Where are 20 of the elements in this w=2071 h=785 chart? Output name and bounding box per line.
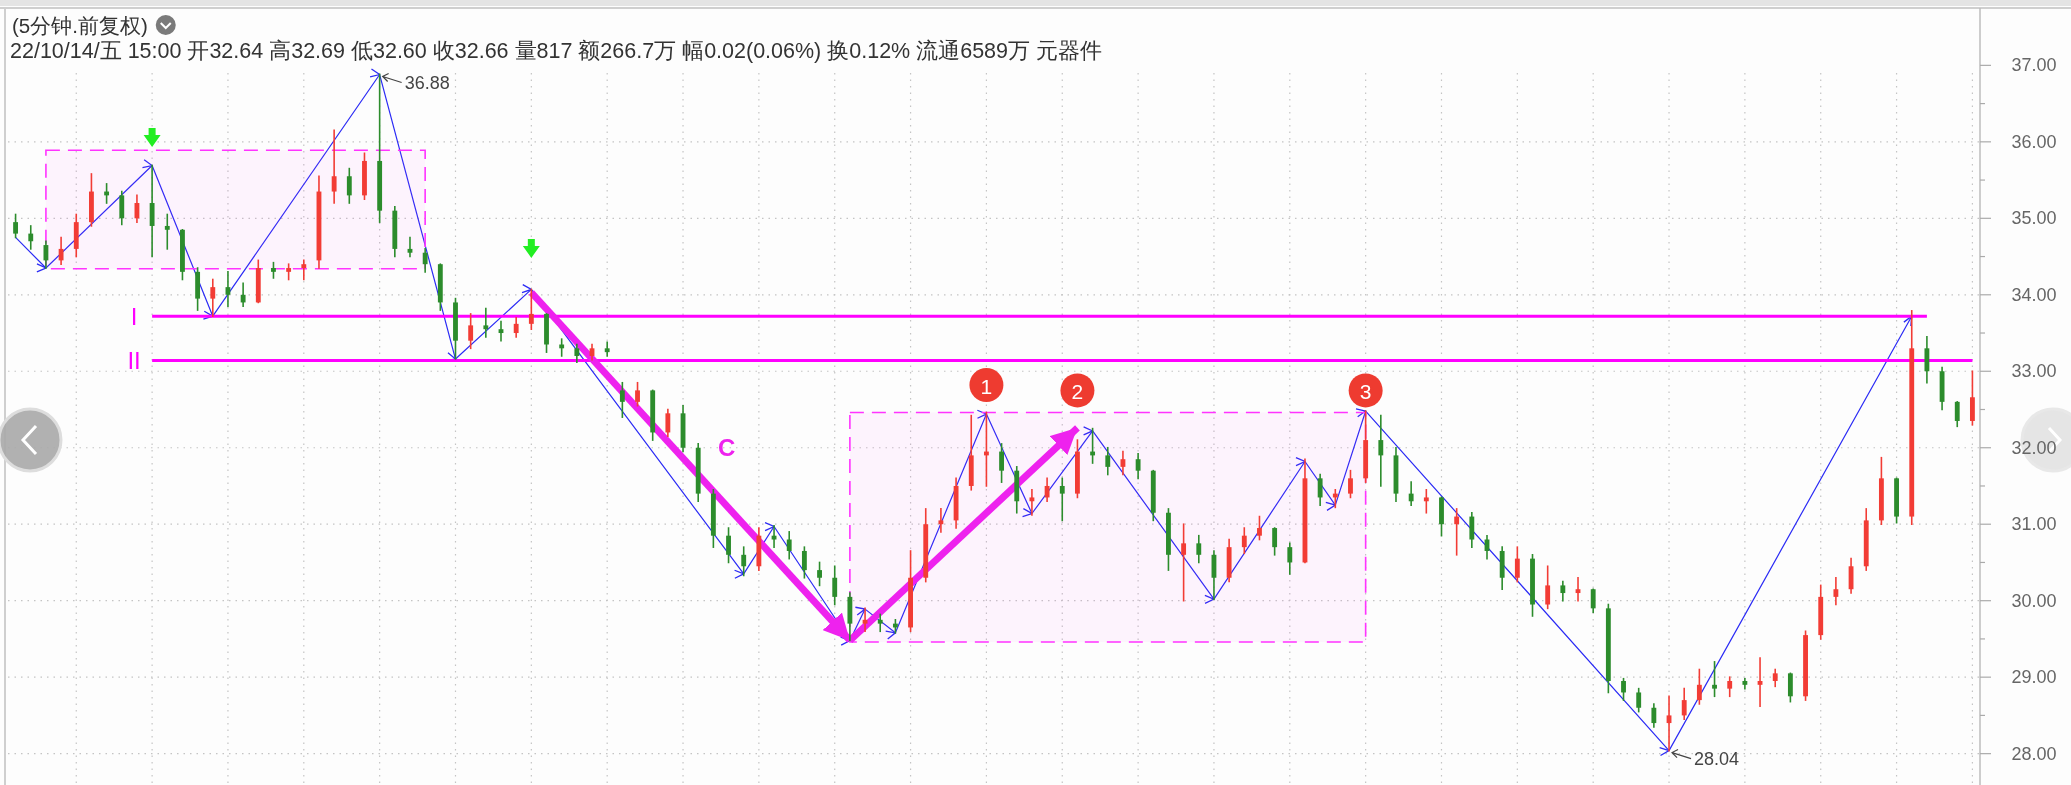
chart-title: (5分钟.前复权): [12, 14, 148, 37]
series-label: I: [130, 302, 138, 330]
text: 22/10/14/五 15:00 开32.64 高32.69 低32.60 收32.66 量817 额266.7万 幅0.02(0.06%) 换0.12% 流通6589万 元器件: [10, 39, 1102, 63]
series-label: C: [717, 433, 736, 461]
y-tick-label: 37.00: [2011, 55, 2057, 76]
data-label: 36.88: [404, 72, 450, 93]
data-label: 28.04: [1694, 748, 1740, 769]
y-tick-label: 32.00: [2011, 437, 2057, 458]
y-tick-label: 34.00: [2011, 284, 2057, 305]
series-label: 1: [980, 374, 993, 398]
y-tick-label: 28.00: [2011, 743, 2057, 764]
series-label: 2: [1071, 379, 1084, 403]
y-tick-label: 31.00: [2011, 514, 2057, 535]
y-tick-label: 33.00: [2011, 361, 2057, 382]
y-tick-label: 35.00: [2011, 208, 2057, 229]
series-label: II: [127, 347, 141, 375]
y-tick-label: 30.00: [2011, 590, 2057, 611]
series-label: 3: [1359, 379, 1372, 403]
y-tick-label: 29.00: [2011, 667, 2057, 688]
y-tick-label: 36.00: [2011, 131, 2057, 152]
